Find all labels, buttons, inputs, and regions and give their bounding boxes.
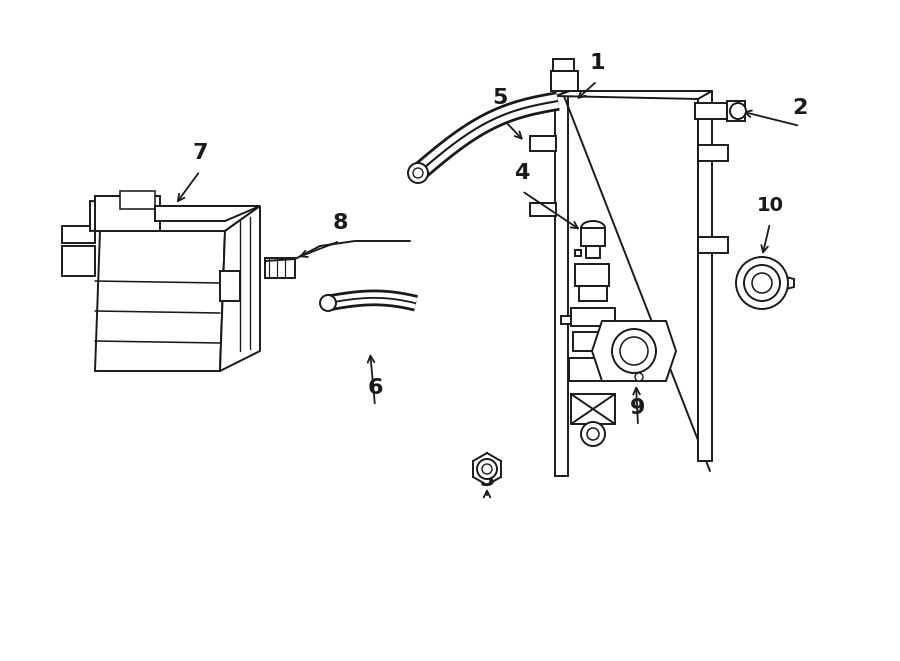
- Polygon shape: [62, 226, 95, 243]
- Polygon shape: [575, 250, 581, 256]
- Text: 4: 4: [514, 163, 530, 183]
- Circle shape: [620, 337, 648, 365]
- Text: 10: 10: [757, 196, 784, 215]
- Polygon shape: [575, 264, 609, 286]
- Circle shape: [482, 464, 492, 474]
- Polygon shape: [581, 228, 605, 246]
- Polygon shape: [220, 271, 240, 301]
- Polygon shape: [95, 231, 225, 371]
- Polygon shape: [530, 203, 556, 216]
- Circle shape: [320, 295, 336, 311]
- Circle shape: [752, 273, 772, 293]
- Text: 8: 8: [332, 213, 347, 233]
- Polygon shape: [530, 136, 556, 151]
- Polygon shape: [95, 196, 160, 231]
- Polygon shape: [220, 206, 260, 371]
- Circle shape: [408, 163, 428, 183]
- Text: 1: 1: [590, 53, 605, 73]
- Circle shape: [477, 459, 497, 479]
- Circle shape: [581, 422, 605, 446]
- Circle shape: [612, 329, 656, 373]
- Polygon shape: [573, 332, 613, 351]
- Polygon shape: [100, 206, 260, 231]
- Polygon shape: [695, 103, 730, 119]
- Polygon shape: [571, 394, 615, 424]
- Text: 6: 6: [367, 378, 382, 398]
- Polygon shape: [62, 246, 95, 276]
- Polygon shape: [155, 206, 260, 221]
- Polygon shape: [698, 145, 728, 161]
- Polygon shape: [778, 275, 794, 291]
- Circle shape: [730, 103, 746, 119]
- Polygon shape: [561, 316, 571, 324]
- Polygon shape: [586, 246, 600, 258]
- Polygon shape: [555, 91, 568, 476]
- Circle shape: [587, 428, 599, 440]
- Polygon shape: [265, 258, 295, 278]
- Text: 5: 5: [492, 88, 508, 108]
- Polygon shape: [553, 59, 574, 71]
- Polygon shape: [698, 237, 728, 253]
- Circle shape: [736, 257, 788, 309]
- Text: 3: 3: [480, 470, 495, 490]
- Circle shape: [413, 168, 423, 178]
- Polygon shape: [569, 358, 617, 381]
- Circle shape: [744, 265, 780, 301]
- Polygon shape: [727, 101, 745, 121]
- Polygon shape: [592, 321, 676, 381]
- Polygon shape: [571, 308, 615, 326]
- Polygon shape: [551, 71, 578, 91]
- Circle shape: [635, 373, 643, 381]
- Text: 9: 9: [630, 398, 645, 418]
- Polygon shape: [609, 371, 621, 379]
- Polygon shape: [120, 191, 155, 209]
- Polygon shape: [579, 286, 607, 301]
- Text: 2: 2: [792, 98, 807, 118]
- Polygon shape: [555, 91, 712, 99]
- Polygon shape: [90, 201, 130, 231]
- Polygon shape: [698, 91, 712, 461]
- Text: 7: 7: [193, 143, 208, 163]
